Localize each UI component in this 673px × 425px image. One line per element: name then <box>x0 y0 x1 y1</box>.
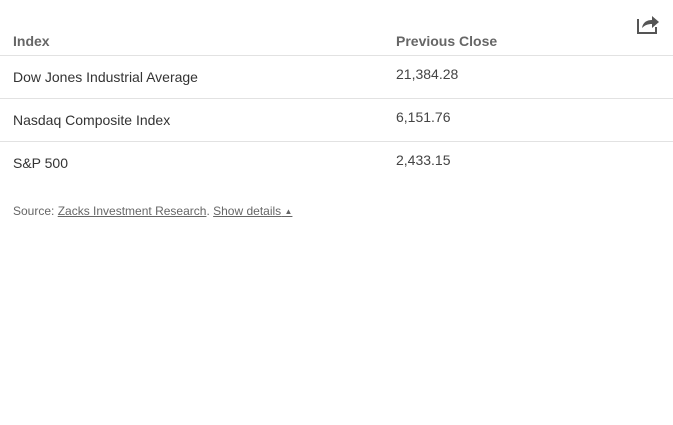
index-name: S&P 500 <box>13 155 69 172</box>
previous-close-value: 2,433.15 <box>396 151 451 168</box>
source-label: Source: <box>13 204 55 218</box>
caret-up-icon: ▲ <box>284 207 293 216</box>
show-details-label: Show details <box>213 204 282 218</box>
previous-close-value: 21,384.28 <box>396 55 673 99</box>
index-name: Dow Jones Industrial Average <box>0 55 396 99</box>
show-details-link[interactable]: Show details ▲ <box>213 204 292 218</box>
column-header-previous-close: Previous Close <box>396 26 673 56</box>
table-header-row: Index Previous Close <box>0 26 673 56</box>
source-attribution: Source: Zacks Investment Research. Show … <box>13 204 292 218</box>
table-row: Nasdaq Composite Index 6,151.76 <box>0 98 673 142</box>
table-row: S&P 500 2,433.15 <box>0 141 673 184</box>
source-link[interactable]: Zacks Investment Research <box>57 204 207 218</box>
table-row: Dow Jones Industrial Average 21,384.28 <box>0 55 673 99</box>
source-separator: . <box>206 204 210 218</box>
index-name: Nasdaq Composite Index <box>0 98 396 142</box>
indices-table: Index Previous Close Dow Jones Industria… <box>0 26 673 184</box>
column-header-index: Index <box>0 26 396 56</box>
previous-close-value: 6,151.76 <box>396 98 673 142</box>
